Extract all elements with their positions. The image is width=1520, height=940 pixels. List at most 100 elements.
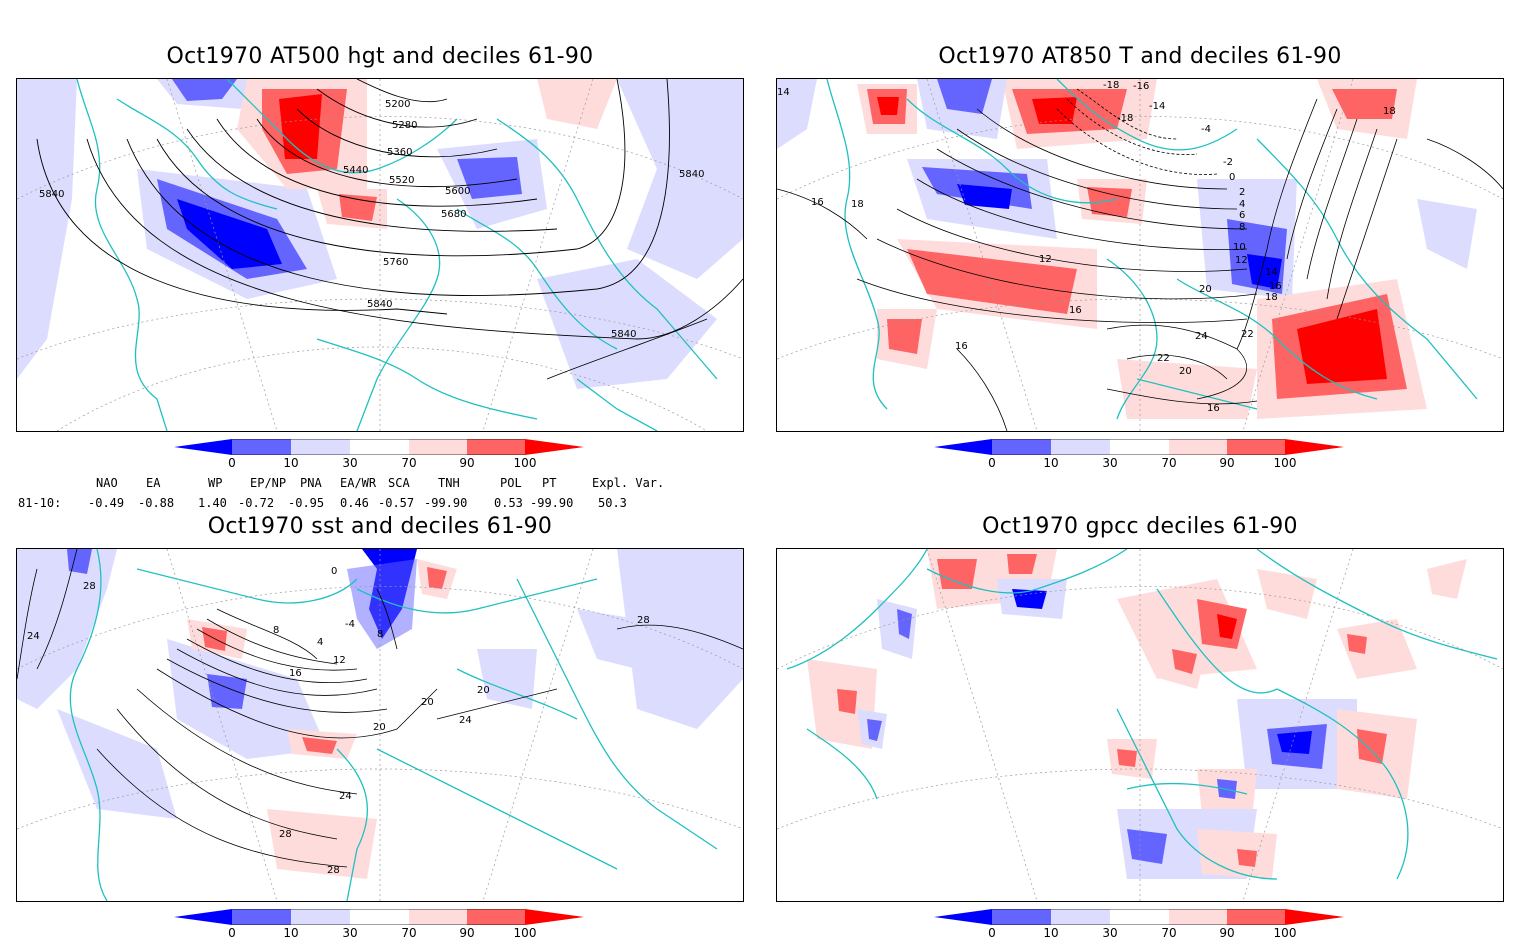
- colorbar-tick: 0: [228, 456, 236, 470]
- svg-text:20: 20: [373, 722, 386, 733]
- index-header: EP/NP: [250, 476, 287, 490]
- svg-text:5680: 5680: [441, 209, 466, 220]
- colorbar-tick: 70: [401, 926, 417, 940]
- panel-title-sst: Oct1970 sst and deciles 61-90: [207, 514, 553, 539]
- index-header: PT: [542, 476, 557, 490]
- map-panel-sst: 28 24 0 4 8 12 16 20 20 24 24 28 28 28 -…: [16, 548, 744, 902]
- map-panel-hgt: 5200 5280 5360 5440 5520 5600 5680 5760 …: [16, 78, 744, 432]
- svg-text:5280: 5280: [392, 120, 417, 131]
- svg-text:-18: -18: [1103, 80, 1119, 91]
- colorbar-tick: 100: [1273, 456, 1297, 470]
- index-header: PNA: [300, 476, 322, 490]
- colorbar-tick: 10: [1043, 926, 1059, 940]
- index-value: -0.57: [378, 496, 415, 510]
- index-value: -0.72: [238, 496, 275, 510]
- svg-text:24: 24: [339, 791, 352, 802]
- index-header: Expl. Var.: [592, 476, 665, 490]
- index-header: NAO: [96, 476, 118, 490]
- contour-layer: [17, 549, 743, 868]
- svg-text:12: 12: [1235, 255, 1248, 266]
- index-value: 50.3: [598, 496, 627, 510]
- svg-text:20: 20: [421, 697, 434, 708]
- panel-title-hgt: Oct1970 AT500 hgt and deciles 61-90: [166, 44, 594, 69]
- colorbar-tick: 100: [513, 926, 537, 940]
- svg-text:5840: 5840: [679, 169, 704, 180]
- coastline-layer: [76, 79, 718, 431]
- svg-text:20: 20: [1179, 366, 1192, 377]
- contour-layer: [777, 88, 1503, 431]
- contour-labels: 5200 5280 5360 5440 5520 5600 5680 5760 …: [39, 99, 704, 340]
- svg-text:16: 16: [1269, 281, 1282, 292]
- shading-layer: [17, 549, 743, 879]
- contour-labels: 28 24 0 4 8 12 16 20 20 24 24 28 28 28 -…: [27, 566, 650, 876]
- svg-text:-4: -4: [1201, 124, 1211, 135]
- svg-text:20: 20: [477, 685, 490, 696]
- coastline-layer: [786, 549, 1498, 880]
- svg-text:28: 28: [637, 615, 650, 626]
- svg-text:18: 18: [1383, 106, 1396, 117]
- index-value: 0.53: [494, 496, 523, 510]
- index-header: EA: [146, 476, 161, 490]
- index-value: 1.40: [198, 496, 227, 510]
- colorbar-tick: 30: [342, 926, 358, 940]
- grid-layer: [17, 79, 743, 431]
- svg-text:5360: 5360: [387, 147, 412, 158]
- index-value: -0.95: [288, 496, 325, 510]
- colorbar-tick: 90: [1219, 456, 1235, 470]
- svg-text:24: 24: [27, 631, 40, 642]
- grid-layer: [17, 549, 743, 901]
- colorbar-tick: 10: [1043, 456, 1059, 470]
- index-header: TNH: [438, 476, 460, 490]
- panel-title-t850: Oct1970 AT850 T and deciles 61-90: [938, 44, 1342, 69]
- svg-text:16: 16: [289, 668, 302, 679]
- colorbar-tick: 90: [459, 456, 475, 470]
- svg-text:5840: 5840: [611, 329, 636, 340]
- contour-layer: [36, 79, 743, 380]
- map-sst-svg: 28 24 0 4 8 12 16 20 20 24 24 28 28 28 -…: [17, 549, 743, 901]
- colorbar-tick: 70: [1161, 926, 1177, 940]
- colorbar-hgt: 0 10 30 70 90 100: [174, 439, 594, 470]
- coastline-layer: [826, 79, 1478, 420]
- index-value: -99.90: [530, 496, 574, 510]
- svg-text:16: 16: [1069, 305, 1082, 316]
- grid-layer: [777, 549, 1503, 901]
- svg-text:8: 8: [377, 629, 383, 640]
- svg-text:18: 18: [851, 199, 864, 210]
- coastline-layer: [69, 549, 718, 901]
- svg-text:16: 16: [811, 197, 824, 208]
- map-t850-svg: -18 -16 -14 -18 -4 -2 0 2 4 6 8 10 12 12…: [777, 79, 1503, 431]
- svg-text:22: 22: [1241, 329, 1254, 340]
- contour-labels: -18 -16 -14 -18 -4 -2 0 2 4 6 8 10 12 12…: [777, 80, 1396, 414]
- colorbar-tick: 30: [1102, 926, 1118, 940]
- svg-text:-14: -14: [1149, 101, 1165, 112]
- svg-text:24: 24: [459, 715, 472, 726]
- svg-text:-2: -2: [1223, 157, 1233, 168]
- svg-text:10: 10: [1233, 242, 1246, 253]
- svg-text:12: 12: [333, 655, 346, 666]
- svg-text:6: 6: [1239, 210, 1245, 221]
- svg-text:4: 4: [317, 637, 323, 648]
- svg-text:16: 16: [955, 341, 968, 352]
- map-panel-t850: -18 -16 -14 -18 -4 -2 0 2 4 6 8 10 12 12…: [776, 78, 1504, 432]
- svg-text:8: 8: [1239, 222, 1245, 233]
- index-value: -0.88: [138, 496, 175, 510]
- colorbar-tick: 10: [283, 456, 299, 470]
- colorbar-swatches: [174, 909, 584, 925]
- index-value: -99.90: [424, 496, 468, 510]
- colorbar-tick: 90: [459, 926, 475, 940]
- svg-text:5200: 5200: [385, 99, 410, 110]
- colorbar-tick: 90: [1219, 926, 1235, 940]
- colorbar-tick: 0: [988, 926, 996, 940]
- svg-text:14: 14: [777, 87, 790, 98]
- svg-text:-18: -18: [1117, 113, 1133, 124]
- svg-text:5840: 5840: [367, 299, 392, 310]
- colorbar-t850: 0 10 30 70 90 100: [934, 439, 1354, 470]
- grid-layer: [777, 79, 1503, 431]
- svg-text:5760: 5760: [383, 257, 408, 268]
- colorbar-tick: 100: [513, 456, 537, 470]
- svg-text:14: 14: [1265, 267, 1278, 278]
- map-panel-gpcc: [776, 548, 1504, 902]
- colorbar-tick: 0: [228, 926, 236, 940]
- map-gpcc-svg: [777, 549, 1503, 901]
- colorbar-tick: 0: [988, 456, 996, 470]
